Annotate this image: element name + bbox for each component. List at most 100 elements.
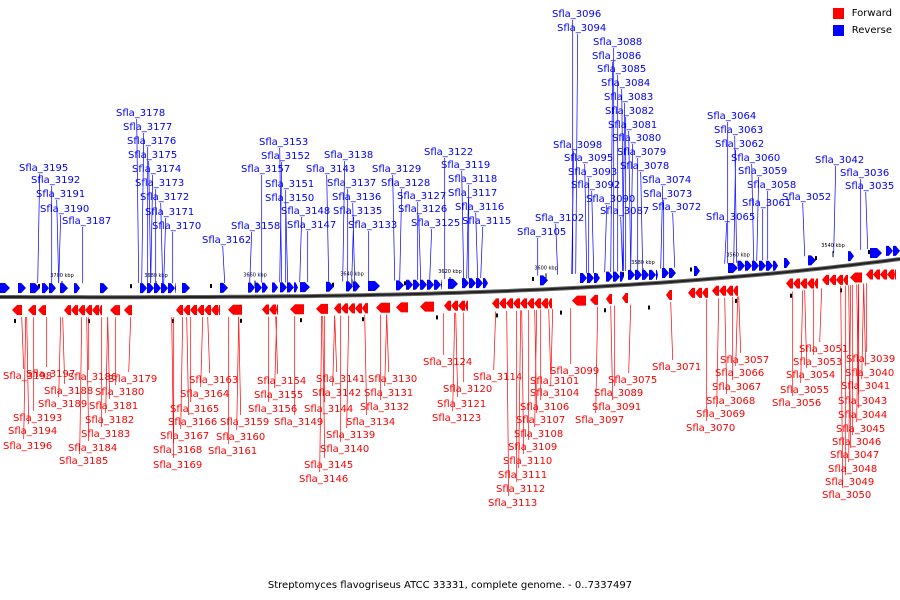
- forward-gene-arrow: [38, 305, 46, 316]
- position-mark: [436, 315, 438, 320]
- forward-gene-leader-line: [735, 296, 739, 367]
- forward-gene-leader-line: [804, 290, 808, 369]
- forward-gene-label: Sfla_3050: [822, 490, 871, 501]
- reverse-gene-label: Sfla_3098: [553, 140, 602, 151]
- forward-gene-leader-line: [738, 296, 742, 354]
- forward-gene-label: Sfla_3039: [846, 354, 895, 365]
- legend-label-reverse: Reverse: [851, 25, 892, 36]
- reverse-gene-label: Sfla_3148: [281, 206, 330, 217]
- forward-gene-leader-line: [550, 308, 554, 387]
- reverse-gene-label: Sfla_3062: [715, 139, 764, 150]
- forward-gene-arrow: [269, 304, 276, 315]
- position-mark: [735, 298, 737, 303]
- reverse-gene-leader-line: [351, 216, 355, 282]
- forward-gene-arrow: [541, 298, 548, 309]
- forward-gene-arrow: [218, 305, 220, 316]
- reverse-gene-label: Sfla_3192: [31, 175, 80, 186]
- reverse-gene-label: Sfla_3102: [535, 213, 584, 224]
- reverse-gene-arrows: [0, 245, 900, 294]
- forward-gene-arrow: [92, 305, 99, 316]
- reverse-gene-label: Sfla_3082: [605, 106, 654, 117]
- reverse-gene-leader-line: [352, 202, 356, 282]
- forward-gene-arrow: [64, 305, 71, 316]
- reverse-gene-leader-line: [672, 212, 676, 268]
- forward-gene-arrow: [520, 298, 527, 309]
- position-mark: [868, 250, 870, 255]
- forward-gene-label: Sfla_3169: [153, 460, 202, 471]
- reverse-gene-label: Sfla_3128: [381, 178, 430, 189]
- forward-gene-label: Sfla_3047: [830, 450, 879, 461]
- forward-gene-arrow: [376, 302, 390, 313]
- forward-gene-arrow: [99, 305, 102, 316]
- forward-gene-arrow: [396, 302, 408, 313]
- reverse-gene-label: Sfla_3191: [36, 189, 85, 200]
- forward-gene-arrow: [12, 305, 22, 316]
- forward-gene-label: Sfla_3188: [44, 386, 93, 397]
- forward-gene-label: Sfla_3183: [81, 429, 130, 440]
- reverse-gene-label: Sfla_3090: [586, 194, 635, 205]
- genome-axis: [0, 257, 900, 300]
- reverse-gene-leader-line: [630, 143, 634, 271]
- forward-gene-arrow: [800, 278, 807, 289]
- forward-gene-arrow: [793, 278, 800, 289]
- reverse-gene-label: Sfla_3083: [604, 92, 653, 103]
- forward-gene-label: Sfla_3146: [299, 474, 348, 485]
- position-mark: [210, 283, 212, 288]
- reverse-gene-label: Sfla_3058: [747, 180, 796, 191]
- reverse-gene-label: Sfla_3117: [448, 188, 497, 199]
- forward-gene-arrow: [465, 300, 468, 311]
- forward-gene-label: Sfla_3097: [575, 415, 624, 426]
- forward-gene-label: Sfla_3139: [326, 430, 375, 441]
- forward-gene-leader-line: [863, 283, 867, 367]
- axis-tick-label: 3600 kbp: [534, 265, 558, 271]
- reverse-gene-label: Sfla_3094: [557, 23, 606, 34]
- reverse-gene-label: Sfla_3042: [815, 155, 864, 166]
- forward-gene-label: Sfla_3185: [59, 456, 108, 467]
- reverse-gene-leader-line: [163, 217, 167, 284]
- forward-gene-label: Sfla_3182: [85, 415, 134, 426]
- reverse-gene-leader-line: [58, 214, 62, 284]
- reverse-gene-leader-line: [249, 231, 253, 283]
- forward-gene-arrow: [695, 287, 702, 298]
- forward-gene-arrow: [458, 300, 465, 311]
- forward-gene-label: Sfla_3132: [360, 402, 409, 413]
- reverse-gene-leader-line: [222, 245, 226, 283]
- reverse-gene-leader-line: [733, 149, 737, 263]
- reverse-gene-arrow: [262, 282, 268, 293]
- reverse-gene-label: Sfla_3137: [327, 178, 376, 189]
- reverse-gene-label: Sfla_3135: [333, 206, 382, 217]
- reverse-gene-arrow: [272, 282, 278, 293]
- forward-gene-arrow: [228, 304, 242, 315]
- forward-gene-arrow: [420, 301, 434, 312]
- reverse-gene-label: Sfla_3158: [231, 221, 280, 232]
- reverse-gene-leader-line: [610, 61, 614, 272]
- reverse-gene-label: Sfla_3147: [287, 220, 336, 231]
- reverse-gene-arrow: [738, 260, 745, 271]
- axis-tick-label: 3700 kbp: [50, 273, 74, 279]
- reverse-gene-leader-line: [141, 132, 145, 284]
- reverse-gene-arrow: [694, 265, 700, 276]
- forward-gene-label: Sfla_3149: [274, 417, 323, 428]
- reverse-gene-arrow: [752, 260, 759, 271]
- position-mark: [496, 313, 498, 318]
- reverse-gene-leader-line: [620, 216, 624, 272]
- forward-gene-arrow: [829, 274, 836, 285]
- forward-gene-leader-line: [58, 317, 62, 398]
- reverse-gene-arrow: [175, 283, 176, 294]
- forward-gene-label: Sfla_3108: [514, 429, 563, 440]
- forward-gene-arrow: [712, 285, 719, 296]
- reverse-gene-leader-line: [591, 190, 595, 273]
- forward-gene-leader-line: [670, 301, 674, 361]
- reverse-gene-arrow: [49, 283, 56, 294]
- forward-gene-leader-line: [506, 310, 510, 497]
- forward-gene-arrow: [572, 295, 586, 306]
- reverse-gene-arrow: [745, 260, 752, 271]
- reverse-gene-arrow: [766, 260, 773, 271]
- reverse-gene-label: Sfla_3065: [706, 212, 755, 223]
- position-mark: [300, 318, 302, 323]
- forward-gene-leader-line: [79, 317, 83, 455]
- reverse-gene-label: Sfla_3088: [593, 37, 642, 48]
- reverse-gene-leader-line: [751, 163, 755, 262]
